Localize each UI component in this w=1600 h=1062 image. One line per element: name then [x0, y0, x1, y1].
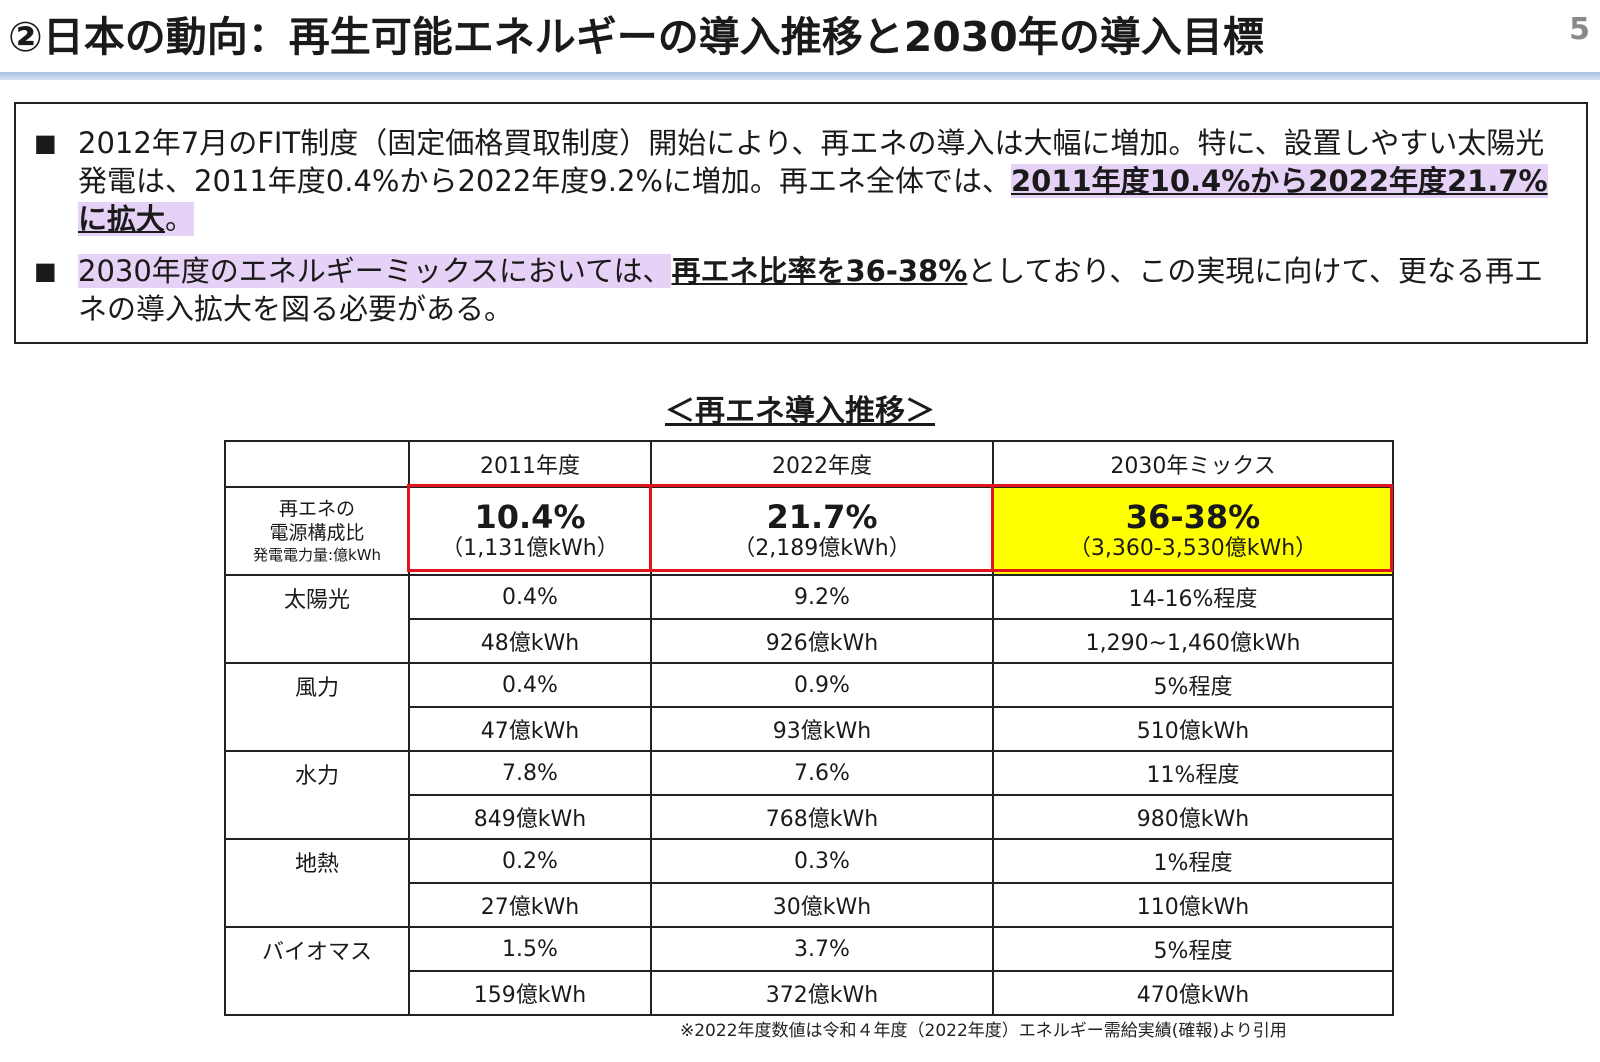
table-caption: ＜再エネ導入推移＞	[665, 394, 935, 429]
footnote: ※2022年度数値は令和４年度（2022年度）エネルギー需給実績(確報)より引用	[680, 1021, 1287, 1041]
kwh-cell: 30億kWh	[650, 882, 994, 928]
row-label-unit: 発電電力量:億kWh	[252, 546, 382, 564]
bullet-text-normal: 2012年7月のFIT制度（固定価格買取制度）開始により、再エネの導入は大幅に増…	[78, 126, 1545, 198]
highlight-divider	[649, 484, 652, 572]
pct-cell: 7.8%	[408, 750, 652, 796]
bullet-item: ■ 2012年7月のFIT制度（固定価格買取制度）開始により、再エネの導入は大幅…	[34, 124, 1568, 238]
pct-cell: 0.4%	[408, 662, 652, 708]
table-row-pct: 風力 0.4% 0.9% 5%程度	[224, 662, 1394, 752]
row-label-total: 再エネの 電源構成比 発電電力量:億kWh	[224, 486, 410, 576]
total-2011-cell: 10.4% （1,131億kWh）	[408, 486, 652, 576]
pct-cell: 11%程度	[992, 750, 1394, 796]
pct-cell: 5%程度	[992, 662, 1394, 708]
table-row-pct: 地熱 0.2% 0.3% 1%程度	[224, 838, 1394, 928]
table-row-kwh: 159億kWh 372億kWh 470億kWh	[225, 970, 1394, 1016]
page-number: 5	[1569, 12, 1590, 47]
kwh-cell: 768億kWh	[650, 794, 994, 840]
bullet-text: 2030年度のエネルギーミックスにおいては、再エネ比率を36-38%としており、…	[78, 252, 1568, 328]
total-pct-2011: 10.4%	[474, 498, 586, 536]
total-pct-2022: 21.7%	[766, 498, 878, 536]
total-2030-cell: 36-38% （3,360-3,530億kWh）	[992, 486, 1394, 576]
pct-cell: 0.3%	[650, 838, 994, 884]
column-header-2030: 2030年ミックス	[992, 440, 1394, 488]
total-kwh-2022: （2,189億kWh）	[733, 536, 911, 561]
kwh-cell: 93億kWh	[650, 706, 994, 752]
table-row-pct: 水力 7.8% 7.6% 11%程度	[224, 750, 1394, 840]
pct-cell: 0.9%	[650, 662, 994, 708]
table-row-kwh: 48億kWh 926億kWh 1,290~1,460億kWh	[225, 618, 1394, 664]
renewables-table: 2011年度 2022年度 2030年ミックス 再エネの 電源構成比 発電電力量…	[224, 440, 1394, 1016]
page-title: ②日本の動向：再生可能エネルギーの導入推移と2030年の導入目標	[8, 13, 1264, 61]
total-pct-2030: 36-38%	[1125, 498, 1261, 536]
pct-cell: 5%程度	[992, 926, 1394, 972]
row-label-line: 電源構成比	[269, 522, 365, 544]
pct-cell: 0.2%	[408, 838, 652, 884]
table-row-total: 再エネの 電源構成比 発電電力量:億kWh 10.4% （1,131億kWh） …	[224, 486, 1394, 576]
total-kwh-2030: （3,360-3,530億kWh）	[1068, 536, 1318, 561]
bullet-text-end: としており、この実現に向けて、更なる再エネの導入拡大を図る必要がある。	[78, 254, 1543, 326]
bullet-text: 2012年7月のFIT制度（固定価格買取制度）開始により、再エネの導入は大幅に増…	[78, 124, 1568, 238]
pct-cell: 3.7%	[650, 926, 994, 972]
kwh-cell: 849億kWh	[408, 794, 652, 840]
bullet-text-emphasis: 再エネ比率を36-38%	[671, 254, 968, 288]
pct-cell: 1.5%	[408, 926, 652, 972]
table-row-kwh: 849億kWh 768億kWh 980億kWh	[225, 794, 1394, 840]
row-label-source: 風力	[224, 662, 410, 752]
row-label-source: 地熱	[224, 838, 410, 928]
row-label-source: 太陽光	[224, 574, 410, 664]
row-label-source: 水力	[224, 750, 410, 840]
kwh-cell: 1,290~1,460億kWh	[992, 618, 1394, 664]
summary-box: ■ 2012年7月のFIT制度（固定価格買取制度）開始により、再エネの導入は大幅…	[14, 102, 1588, 344]
column-header-2011: 2011年度	[408, 440, 652, 488]
kwh-cell: 47億kWh	[408, 706, 652, 752]
kwh-cell: 510億kWh	[992, 706, 1394, 752]
pct-cell: 9.2%	[650, 574, 994, 620]
bullet-text-normal: 2030年度のエネルギーミックスにおいては、	[78, 254, 672, 288]
kwh-cell: 926億kWh	[650, 618, 994, 664]
table-row-pct: 太陽光 0.4% 9.2% 14-16%程度	[224, 574, 1394, 664]
kwh-cell: 48億kWh	[408, 618, 652, 664]
total-2022-cell: 21.7% （2,189億kWh）	[650, 486, 994, 576]
kwh-cell: 110億kWh	[992, 882, 1394, 928]
column-header-2022: 2022年度	[650, 440, 994, 488]
pct-cell: 1%程度	[992, 838, 1394, 884]
pct-cell: 0.4%	[408, 574, 652, 620]
table-header-row: 2011年度 2022年度 2030年ミックス	[224, 440, 1394, 488]
title-underline-bar	[0, 72, 1600, 80]
pct-cell: 7.6%	[650, 750, 994, 796]
pct-cell: 14-16%程度	[992, 574, 1394, 620]
table-row-kwh: 47億kWh 93億kWh 510億kWh	[225, 706, 1394, 752]
table-row-pct: バイオマス 1.5% 3.7% 5%程度	[224, 926, 1394, 1016]
bullet-item: ■ 2030年度のエネルギーミックスにおいては、再エネ比率を36-38%としてお…	[34, 252, 1568, 328]
kwh-cell: 470億kWh	[992, 970, 1394, 1016]
row-label-source: バイオマス	[224, 926, 410, 1016]
total-kwh-2011: （1,131億kWh）	[441, 536, 619, 561]
column-header-empty	[224, 440, 410, 488]
bullet-square-icon: ■	[34, 257, 57, 285]
bullet-text-end: 。	[165, 202, 195, 236]
kwh-cell: 372億kWh	[650, 970, 994, 1016]
row-label-line: 再エネの	[278, 498, 355, 520]
kwh-cell: 159億kWh	[408, 970, 652, 1016]
kwh-cell: 27億kWh	[408, 882, 652, 928]
bullet-square-icon: ■	[34, 129, 57, 157]
highlight-divider	[991, 484, 994, 572]
kwh-cell: 980億kWh	[992, 794, 1394, 840]
table-row-kwh: 27億kWh 30億kWh 110億kWh	[225, 882, 1394, 928]
